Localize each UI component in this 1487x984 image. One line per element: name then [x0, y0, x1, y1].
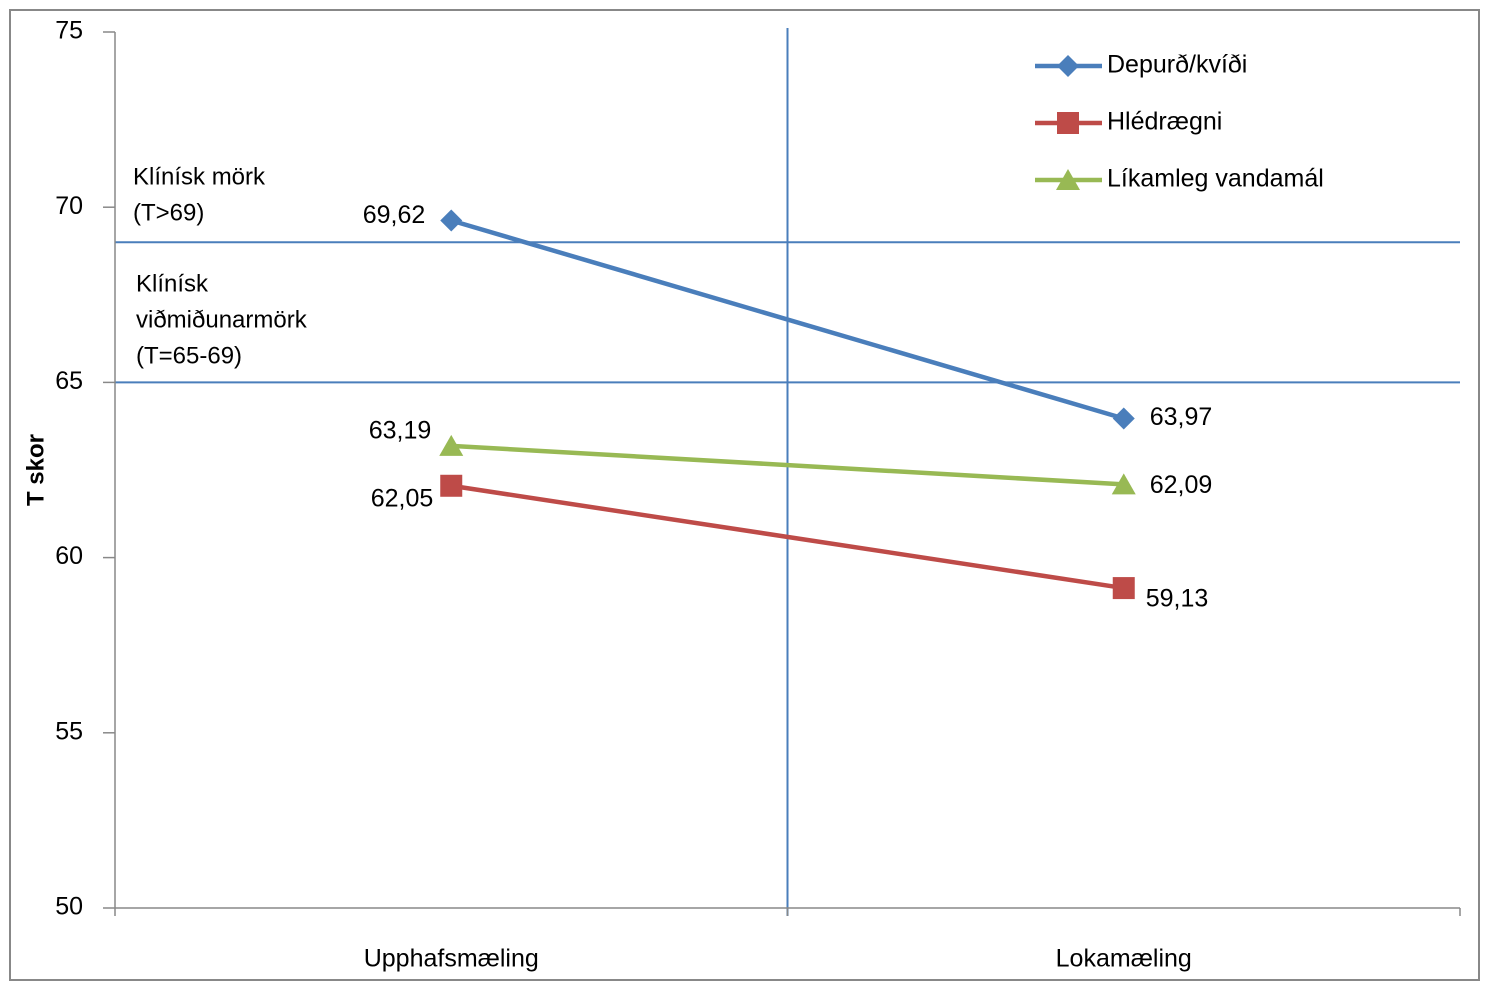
y-axis-title: T skor — [22, 434, 49, 506]
series-line — [451, 443, 1124, 487]
y-tick-label: 50 — [55, 893, 83, 921]
data-point — [1112, 577, 1135, 600]
data-label: 62,09 — [1150, 471, 1213, 499]
x-tick-label: Lokamæling — [1056, 945, 1192, 973]
data-label: 62,05 — [371, 484, 434, 512]
y-tick-label: 55 — [55, 717, 83, 745]
annotation: viðmiðunarmörk — [136, 306, 308, 333]
annotation: Klínísk mörk — [133, 163, 266, 190]
legend-marker — [1056, 169, 1080, 190]
data-point — [1111, 473, 1136, 495]
x-tick-label: Upphafsmæling — [364, 945, 539, 973]
data-label: 63,97 — [1150, 403, 1213, 431]
data-point — [1112, 407, 1135, 430]
data-label: 63,19 — [369, 416, 432, 444]
data-point — [440, 209, 463, 232]
legend-marker — [1057, 55, 1079, 77]
annotation: (T=65-69) — [136, 342, 242, 369]
legend-marker — [1057, 112, 1079, 134]
data-point — [439, 434, 464, 456]
legend-label: Líkamleg vandamál — [1107, 165, 1324, 193]
y-tick-label: 70 — [55, 192, 83, 220]
chart-border — [9, 9, 1480, 981]
legend-label: Depurð/kvíði — [1107, 51, 1247, 79]
y-tick-label: 75 — [55, 17, 83, 45]
annotation: (T>69) — [133, 199, 204, 226]
y-tick-label: 60 — [55, 542, 83, 570]
data-label: 69,62 — [363, 201, 426, 229]
data-label: 59,13 — [1146, 585, 1209, 613]
series-line — [450, 483, 1125, 591]
legend-label: Hlédrægni — [1107, 108, 1222, 136]
data-point — [440, 474, 463, 497]
annotation: Klínísk — [136, 270, 209, 297]
series-line — [450, 218, 1125, 421]
y-tick-label: 65 — [55, 367, 83, 395]
